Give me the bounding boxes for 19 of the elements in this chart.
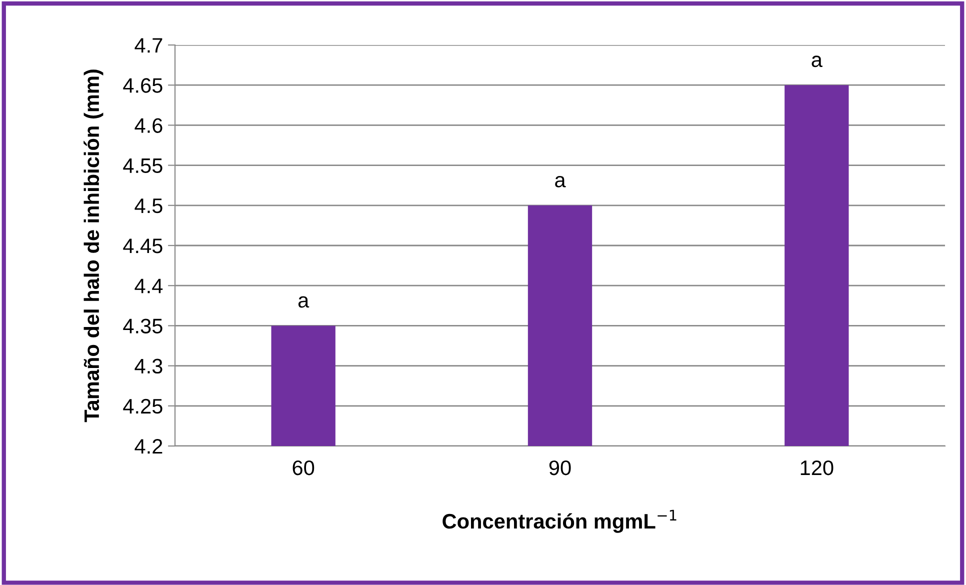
y-tick-label: 4.65	[123, 78, 162, 93]
y-tick-label: 4.7	[134, 38, 162, 53]
annotation: a	[812, 56, 822, 68]
y-tick-label: 4.4	[134, 278, 163, 294]
y-tick-label: 4.5	[134, 198, 162, 214]
y-tick-label: 4.45	[123, 238, 162, 254]
y-tick-label: 4.6	[134, 118, 162, 133]
y-tick-label: 4.25	[123, 398, 162, 414]
x-tick-label: 120	[800, 460, 834, 476]
x-tick-label: 60	[292, 460, 314, 476]
annotation: a	[298, 296, 310, 308]
annotation: a	[555, 176, 566, 188]
y-tick-label: 4.55	[123, 158, 162, 174]
x-tick-label: 90	[549, 460, 571, 476]
y-axis-title: Tamaño del halo de inhibición (mm)	[84, 70, 104, 422]
x-axis-title: Concentración mgmL$^{−1}$	[442, 510, 676, 533]
y-tick-label: 4.3	[134, 358, 162, 374]
y-tick-label: 4.2	[134, 439, 162, 454]
y-tick-label: 4.35	[123, 318, 162, 334]
